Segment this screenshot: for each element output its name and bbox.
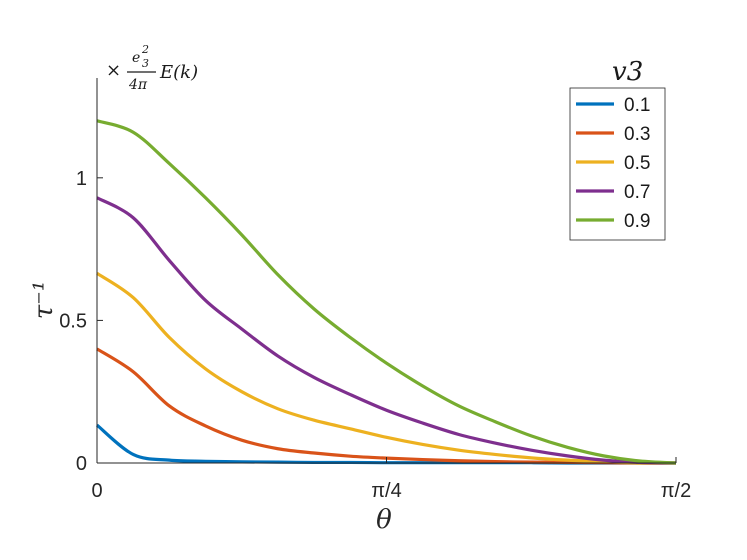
series-line-v3-0.9: [96, 119, 677, 465]
series-line-v3-0.3: [96, 347, 677, 465]
y-axis-unit-note: × e 2 3 4π E(k): [106, 43, 198, 93]
legend-title: v3: [612, 57, 643, 87]
series-line-v3-0.5: [96, 272, 677, 465]
legend-label-0.9: 0.9: [624, 211, 650, 232]
legend-label-0.1: 0.1: [624, 95, 650, 116]
y-tick-label: 1: [76, 168, 87, 190]
legend: 0.1 0.3 0.5 0.7 0.9: [569, 87, 666, 241]
y-tick-label: 0.5: [59, 310, 87, 332]
tick-label-layer: 0 π/4 π/2 0 0.5 1: [59, 168, 691, 502]
x-tick-label: π/2: [661, 480, 691, 502]
unit-note-subscript: 3: [142, 57, 149, 70]
axes-layer: [96, 78, 677, 464]
x-tick-label: 0: [91, 480, 102, 502]
unit-note-superscript: 2: [141, 43, 149, 56]
x-tick-label: π/4: [371, 480, 401, 502]
y-axis-label: τ⁻¹: [29, 281, 59, 320]
unit-note-numerator: e: [132, 50, 140, 66]
unit-note-suffix: E(k): [159, 62, 198, 83]
x-axis-label: θ: [376, 505, 392, 535]
unit-note-prefix: ×: [106, 60, 121, 81]
series-line-v3-0.7: [96, 196, 677, 465]
legend-label-0.5: 0.5: [624, 153, 650, 174]
legend-label-0.7: 0.7: [624, 182, 650, 203]
unit-note-denominator: 4π: [128, 77, 148, 93]
y-tick-label: 0: [76, 453, 87, 475]
legend-box: [569, 87, 666, 241]
legend-label-0.3: 0.3: [624, 124, 650, 145]
